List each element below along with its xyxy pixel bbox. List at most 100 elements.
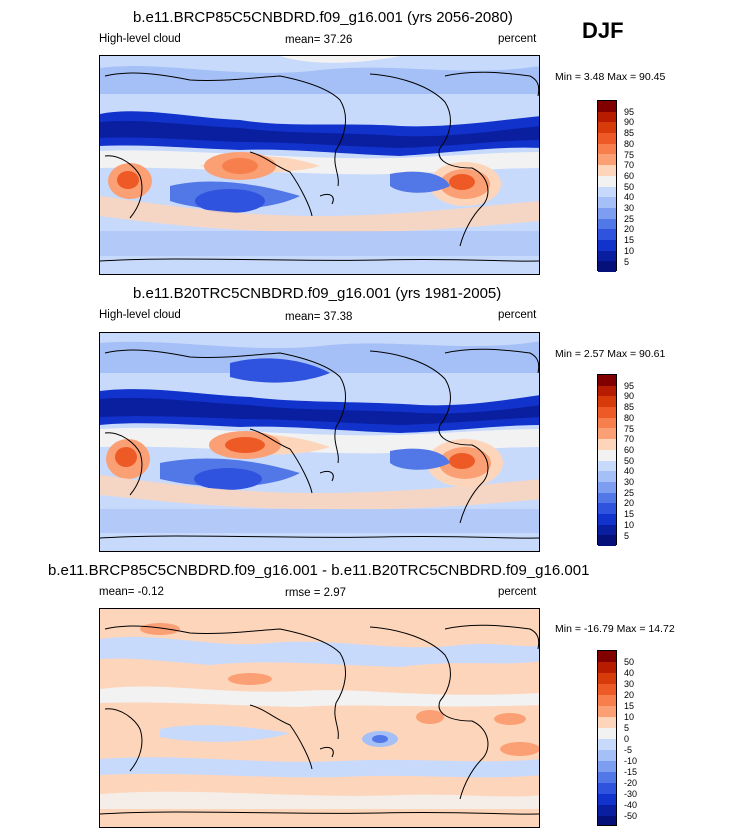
colorbar-swatch bbox=[598, 503, 616, 514]
colorbar-tick-label: 20 bbox=[624, 690, 635, 700]
colorbar-tick-label: 50 bbox=[624, 181, 635, 192]
panel-1-colorbar: 95 90 85 80 75 70 60 50 40 30 25 20 15 1… bbox=[597, 100, 634, 272]
colorbar-tick-label: -5 bbox=[624, 745, 633, 755]
colorbar-swatch bbox=[598, 750, 616, 761]
colorbar-tick-label: 25 bbox=[624, 213, 635, 224]
colorbar-swatch bbox=[598, 471, 616, 482]
colorbar-swatch bbox=[598, 143, 616, 155]
colorbar-swatch bbox=[598, 783, 616, 794]
colorbar-tick-label: 75 bbox=[624, 149, 635, 160]
panel-2-colorbar: 95 90 85 80 75 70 60 50 40 30 25 20 15 1… bbox=[597, 374, 634, 546]
panel-3-colorbar: 50 40 30 20 15 10 5 0 -5 -10 -15 -20 -30… bbox=[597, 650, 637, 826]
colorbar-tick-label: 90 bbox=[624, 391, 635, 402]
colorbar-tick-label: 95 bbox=[624, 380, 635, 391]
panel-3-title: b.e11.BRCP85C5CNBDRD.f09_g16.001 - b.e11… bbox=[48, 562, 590, 579]
panel-3-map-plot bbox=[100, 609, 539, 827]
colorbar-swatch bbox=[598, 229, 616, 240]
panel-1-title: b.e11.BRCP85C5CNBDRD.f09_g16.001 (yrs 20… bbox=[133, 9, 513, 26]
colorbar-swatch bbox=[598, 101, 616, 112]
colorbar-swatch bbox=[598, 207, 616, 219]
colorbar-swatch bbox=[598, 794, 616, 805]
colorbar-tick-label: -50 bbox=[624, 811, 638, 821]
colorbar-swatch bbox=[598, 706, 616, 717]
panel-1-mean-label: mean= 37.26 bbox=[285, 34, 353, 46]
colorbar-swatch bbox=[598, 417, 616, 429]
colorbar-tick-label: -40 bbox=[624, 800, 638, 810]
colorbar-swatch bbox=[598, 385, 616, 397]
colorbar-swatch bbox=[598, 761, 616, 772]
colorbar-tick-label: 50 bbox=[624, 455, 635, 466]
colorbar-swatch bbox=[598, 133, 616, 144]
colorbar-tick-label: -10 bbox=[624, 756, 638, 766]
colorbar-tick-label: 95 bbox=[624, 106, 635, 117]
colorbar-tick-label: 5 bbox=[624, 530, 630, 541]
colorbar-swatch bbox=[598, 492, 616, 504]
panel-3-minmax: Min = -16.79 Max = 14.72 bbox=[555, 623, 675, 635]
colorbar-tick-label: 60 bbox=[624, 170, 635, 181]
colorbar-swatch bbox=[598, 481, 616, 493]
colorbar-tick-label: 15 bbox=[624, 701, 635, 711]
colorbar-tick-label: -15 bbox=[624, 767, 638, 777]
colorbar-swatch bbox=[598, 261, 616, 272]
colorbar-swatch bbox=[598, 662, 616, 673]
colorbar-swatch bbox=[598, 186, 616, 198]
colorbar-swatch bbox=[598, 428, 616, 440]
colorbar-swatch bbox=[598, 396, 616, 408]
colorbar-tick-label: 10 bbox=[624, 519, 635, 530]
colorbar-tick-label: 0 bbox=[624, 734, 630, 744]
colorbar-tick-label: 60 bbox=[624, 444, 635, 455]
panel-2-map-plot bbox=[100, 333, 539, 551]
colorbar-swatch bbox=[598, 460, 616, 472]
colorbar-swatch bbox=[598, 449, 616, 461]
panel-3-units-label: percent bbox=[498, 586, 537, 598]
colorbar-swatch bbox=[598, 250, 616, 262]
panel-3-mean-label: mean= -0.12 bbox=[99, 586, 164, 598]
panel-1-units-label: percent bbox=[498, 33, 537, 45]
colorbar-swatch bbox=[598, 673, 616, 684]
panel-3-rmse-label: rmse = 2.97 bbox=[285, 587, 347, 599]
colorbar-swatch bbox=[598, 695, 616, 706]
colorbar-tick-label: 40 bbox=[624, 192, 635, 203]
colorbar-tick-label: -30 bbox=[624, 789, 638, 799]
panel-2-variable-label: High-level cloud bbox=[99, 309, 181, 321]
panel-3-map bbox=[99, 608, 540, 828]
colorbar-tick-label: 50 bbox=[624, 657, 635, 667]
colorbar-tick-label: 90 bbox=[624, 117, 635, 128]
colorbar-swatch bbox=[598, 513, 616, 525]
colorbar-swatch bbox=[598, 684, 616, 695]
colorbar-swatch bbox=[598, 535, 616, 546]
colorbar-swatch bbox=[598, 165, 616, 176]
colorbar-tick-label: 80 bbox=[624, 138, 635, 149]
colorbar-swatch bbox=[598, 407, 616, 418]
colorbar-swatch bbox=[598, 111, 616, 123]
colorbar-tick-label: 85 bbox=[624, 128, 635, 139]
panel-1-variable-label: High-level cloud bbox=[99, 33, 181, 45]
colorbar-swatch bbox=[598, 772, 616, 783]
colorbar-swatch bbox=[598, 218, 616, 230]
panel-2-units-label: percent bbox=[498, 309, 537, 321]
colorbar-tick-label: 85 bbox=[624, 402, 635, 413]
colorbar-tick-label: 5 bbox=[624, 256, 630, 267]
colorbar-swatch bbox=[598, 154, 616, 166]
colorbar-tick-label: 30 bbox=[624, 679, 635, 689]
colorbar-tick-label: 15 bbox=[624, 235, 635, 246]
colorbar-tick-label: 70 bbox=[624, 434, 635, 445]
colorbar-tick-label: 25 bbox=[624, 487, 635, 498]
colorbar-swatch bbox=[598, 239, 616, 251]
colorbar-swatch bbox=[598, 197, 616, 208]
colorbar-swatch bbox=[598, 717, 616, 728]
colorbar-tick-label: 80 bbox=[624, 412, 635, 423]
panel-1-map bbox=[99, 55, 540, 275]
colorbar-swatch bbox=[598, 739, 616, 750]
colorbar-swatch bbox=[598, 524, 616, 536]
colorbar-tick-label: 15 bbox=[624, 509, 635, 520]
colorbar-tick-label: 30 bbox=[624, 477, 635, 487]
colorbar-tick-label: 40 bbox=[624, 466, 635, 477]
colorbar-tick-label: -20 bbox=[624, 778, 638, 788]
colorbar-tick-label: 10 bbox=[624, 245, 635, 256]
colorbar-swatch bbox=[598, 651, 616, 662]
panel-2-map bbox=[99, 332, 540, 552]
colorbar-tick-label: 5 bbox=[624, 723, 630, 733]
colorbar-tick-label: 40 bbox=[624, 668, 635, 678]
colorbar-swatch bbox=[598, 816, 616, 825]
